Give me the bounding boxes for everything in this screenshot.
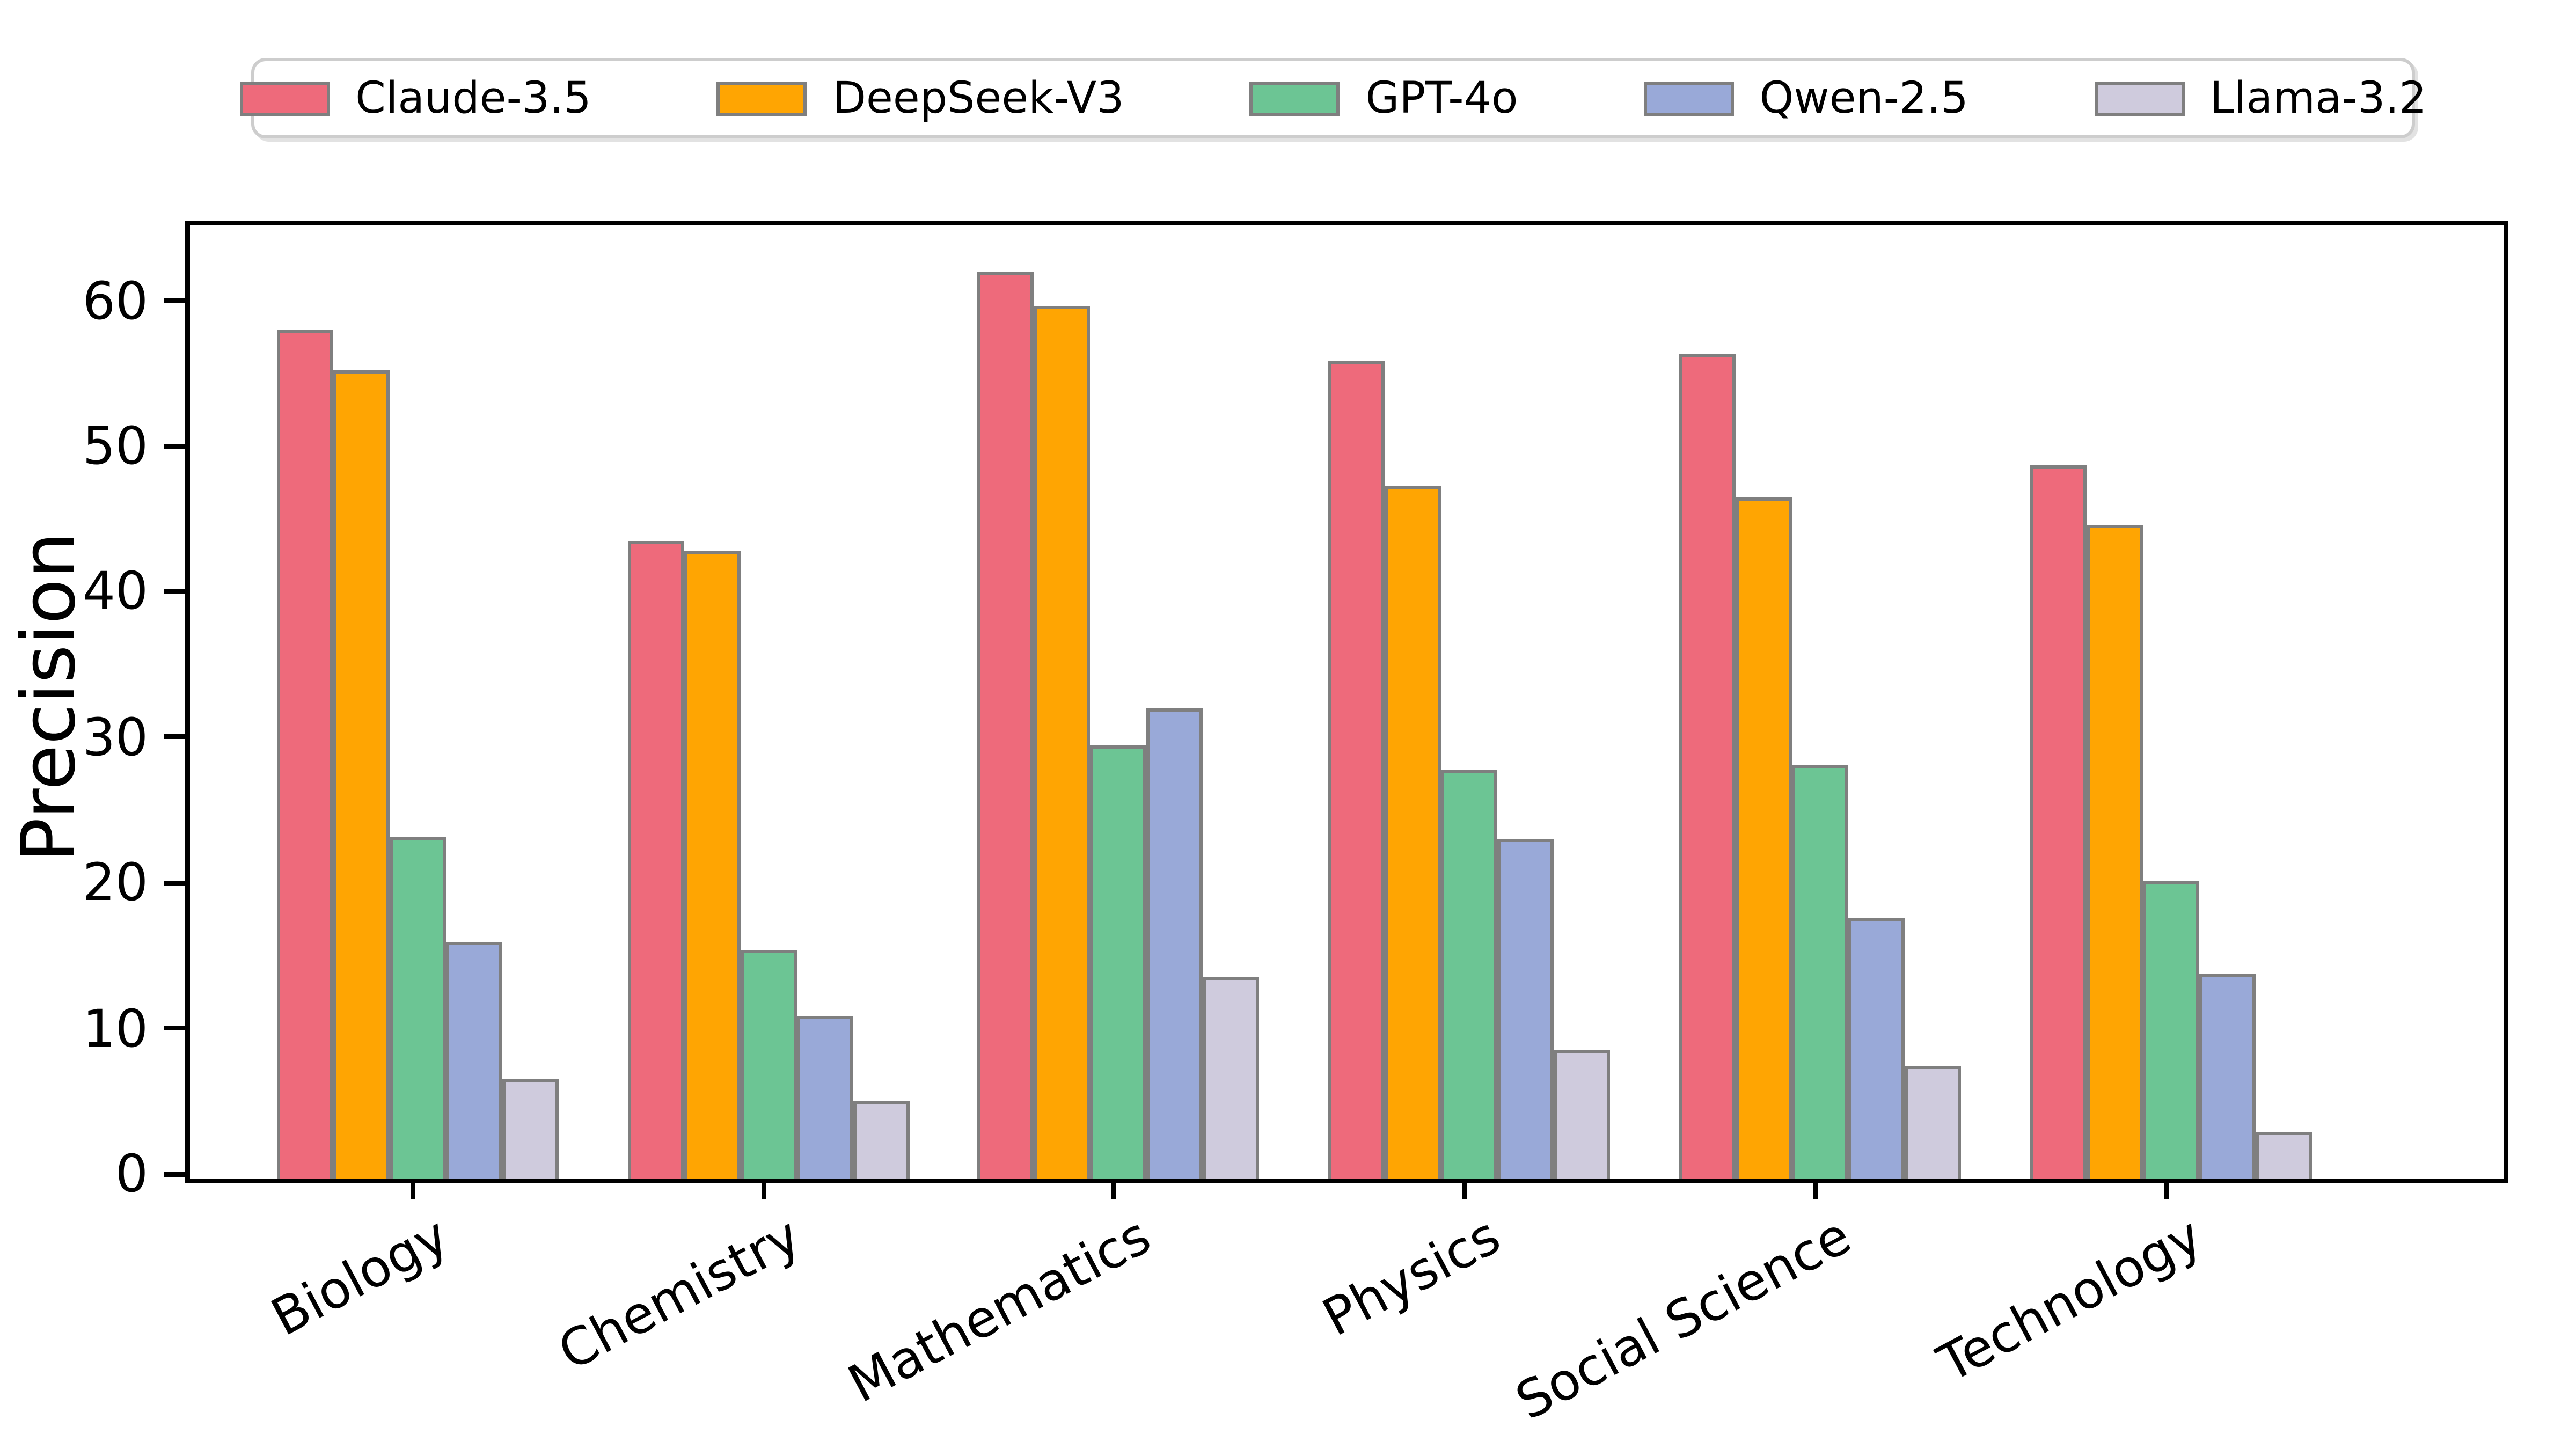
y-tick-mark-50 [164, 443, 185, 449]
x-tick-label-chemistry: Chemistry [547, 1205, 810, 1383]
bar-gpt-4o-mathematics [1091, 745, 1147, 1179]
y-tick-label-50: 50 [82, 415, 148, 477]
y-tick-mark-0 [164, 1171, 185, 1176]
x-tick-mark-physics [1462, 1179, 1467, 1199]
bar-gpt-4o-physics [1441, 770, 1498, 1179]
legend: Claude-3.5 DeepSeek-V3 GPT-4o Qwen-2.5 Llama… [239, 58, 2427, 138]
x-tick-label-biology: Biology [262, 1205, 459, 1349]
y-tick-mark-60 [164, 298, 185, 303]
bar-qwen-2-5-biology [446, 941, 503, 1179]
y-tick-label-10: 10 [82, 997, 148, 1059]
bar-qwen-2-5-mathematics [1147, 708, 1204, 1179]
legend-swatch-icon [2094, 81, 2184, 115]
bar-deepseek-v3-mathematics [1034, 305, 1091, 1179]
legend-item-qwen-2-5: Qwen-2.5 [1643, 73, 1968, 123]
bar-llama-3-2-chemistry [853, 1101, 910, 1179]
y-tick-label-40: 40 [82, 561, 148, 623]
legend-swatch-icon [239, 81, 330, 115]
y-tick-label-60: 60 [82, 270, 148, 332]
bar-qwen-2-5-technology [2198, 975, 2255, 1179]
legend-item-llama-3-2: Llama-3.2 [2094, 77, 2427, 120]
y-tick-mark-10 [164, 1026, 185, 1031]
y-tick-label-0: 0 [115, 1143, 148, 1204]
bar-claude-3-5-social-science [1679, 353, 1736, 1179]
x-tick-mark-social-science [1812, 1179, 1818, 1199]
bar-gpt-4o-biology [390, 836, 447, 1179]
legend-label: DeepSeek-V3 [832, 73, 1124, 123]
y-tick-label-20: 20 [82, 852, 148, 913]
legend-item-gpt-4o: GPT-4o [1249, 73, 1518, 123]
legend-label: Llama-3.2 [2209, 73, 2427, 123]
legend-swatch-icon [1643, 81, 1734, 115]
y-tick-mark-40 [164, 589, 185, 594]
x-tick-label-technology: Technology [1928, 1205, 2212, 1395]
x-tick-label-mathematics: Mathematics [838, 1205, 1160, 1415]
bar-qwen-2-5-chemistry [796, 1015, 853, 1179]
legend-label: Claude-3.5 [355, 73, 591, 123]
bar-gpt-4o-technology [2142, 880, 2199, 1179]
x-tick-mark-mathematics [1111, 1179, 1117, 1199]
bar-deepseek-v3-chemistry [684, 551, 741, 1179]
bar-deepseek-v3-technology [2085, 525, 2142, 1179]
y-tick-mark-20 [164, 880, 185, 885]
y-tick-label-30: 30 [82, 706, 148, 768]
bar-llama-3-2-mathematics [1203, 977, 1260, 1179]
x-tick-mark-chemistry [761, 1179, 766, 1199]
legend-swatch-icon [1249, 81, 1340, 115]
bar-gpt-4o-chemistry [740, 950, 797, 1179]
bar-deepseek-v3-social-science [1735, 497, 1792, 1179]
bar-deepseek-v3-physics [1385, 486, 1441, 1179]
bar-llama-3-2-technology [2255, 1132, 2311, 1179]
legend-item-claude-3-5: Claude-3.5 [239, 77, 591, 120]
bar-claude-3-5-biology [277, 330, 334, 1179]
bar-claude-3-5-chemistry [627, 541, 684, 1179]
bar-qwen-2-5-physics [1497, 839, 1554, 1179]
bar-llama-3-2-social-science [1904, 1066, 1961, 1179]
x-tick-mark-biology [411, 1179, 416, 1199]
x-tick-mark-technology [2163, 1179, 2168, 1199]
bar-claude-3-5-mathematics [978, 272, 1035, 1179]
bar-llama-3-2-physics [1554, 1050, 1611, 1179]
y-tick-mark-30 [164, 735, 185, 740]
bar-deepseek-v3-biology [333, 371, 390, 1179]
bar-gpt-4o-social-science [1791, 765, 1848, 1179]
legend-swatch-icon [716, 81, 807, 115]
legend-label: GPT-4o [1365, 73, 1518, 123]
legend-label: Qwen-2.5 [1759, 73, 1968, 123]
x-tick-label-social-science: Social Science [1506, 1205, 1861, 1432]
bar-claude-3-5-physics [1328, 361, 1385, 1179]
x-tick-label-physics: Physics [1313, 1205, 1511, 1349]
bar-qwen-2-5-social-science [1848, 918, 1905, 1179]
bar-llama-3-2-biology [502, 1078, 559, 1179]
plot-area [185, 221, 2508, 1183]
legend-item-deepseek-v3: DeepSeek-V3 [716, 73, 1124, 123]
bar-claude-3-5-technology [2029, 465, 2086, 1179]
